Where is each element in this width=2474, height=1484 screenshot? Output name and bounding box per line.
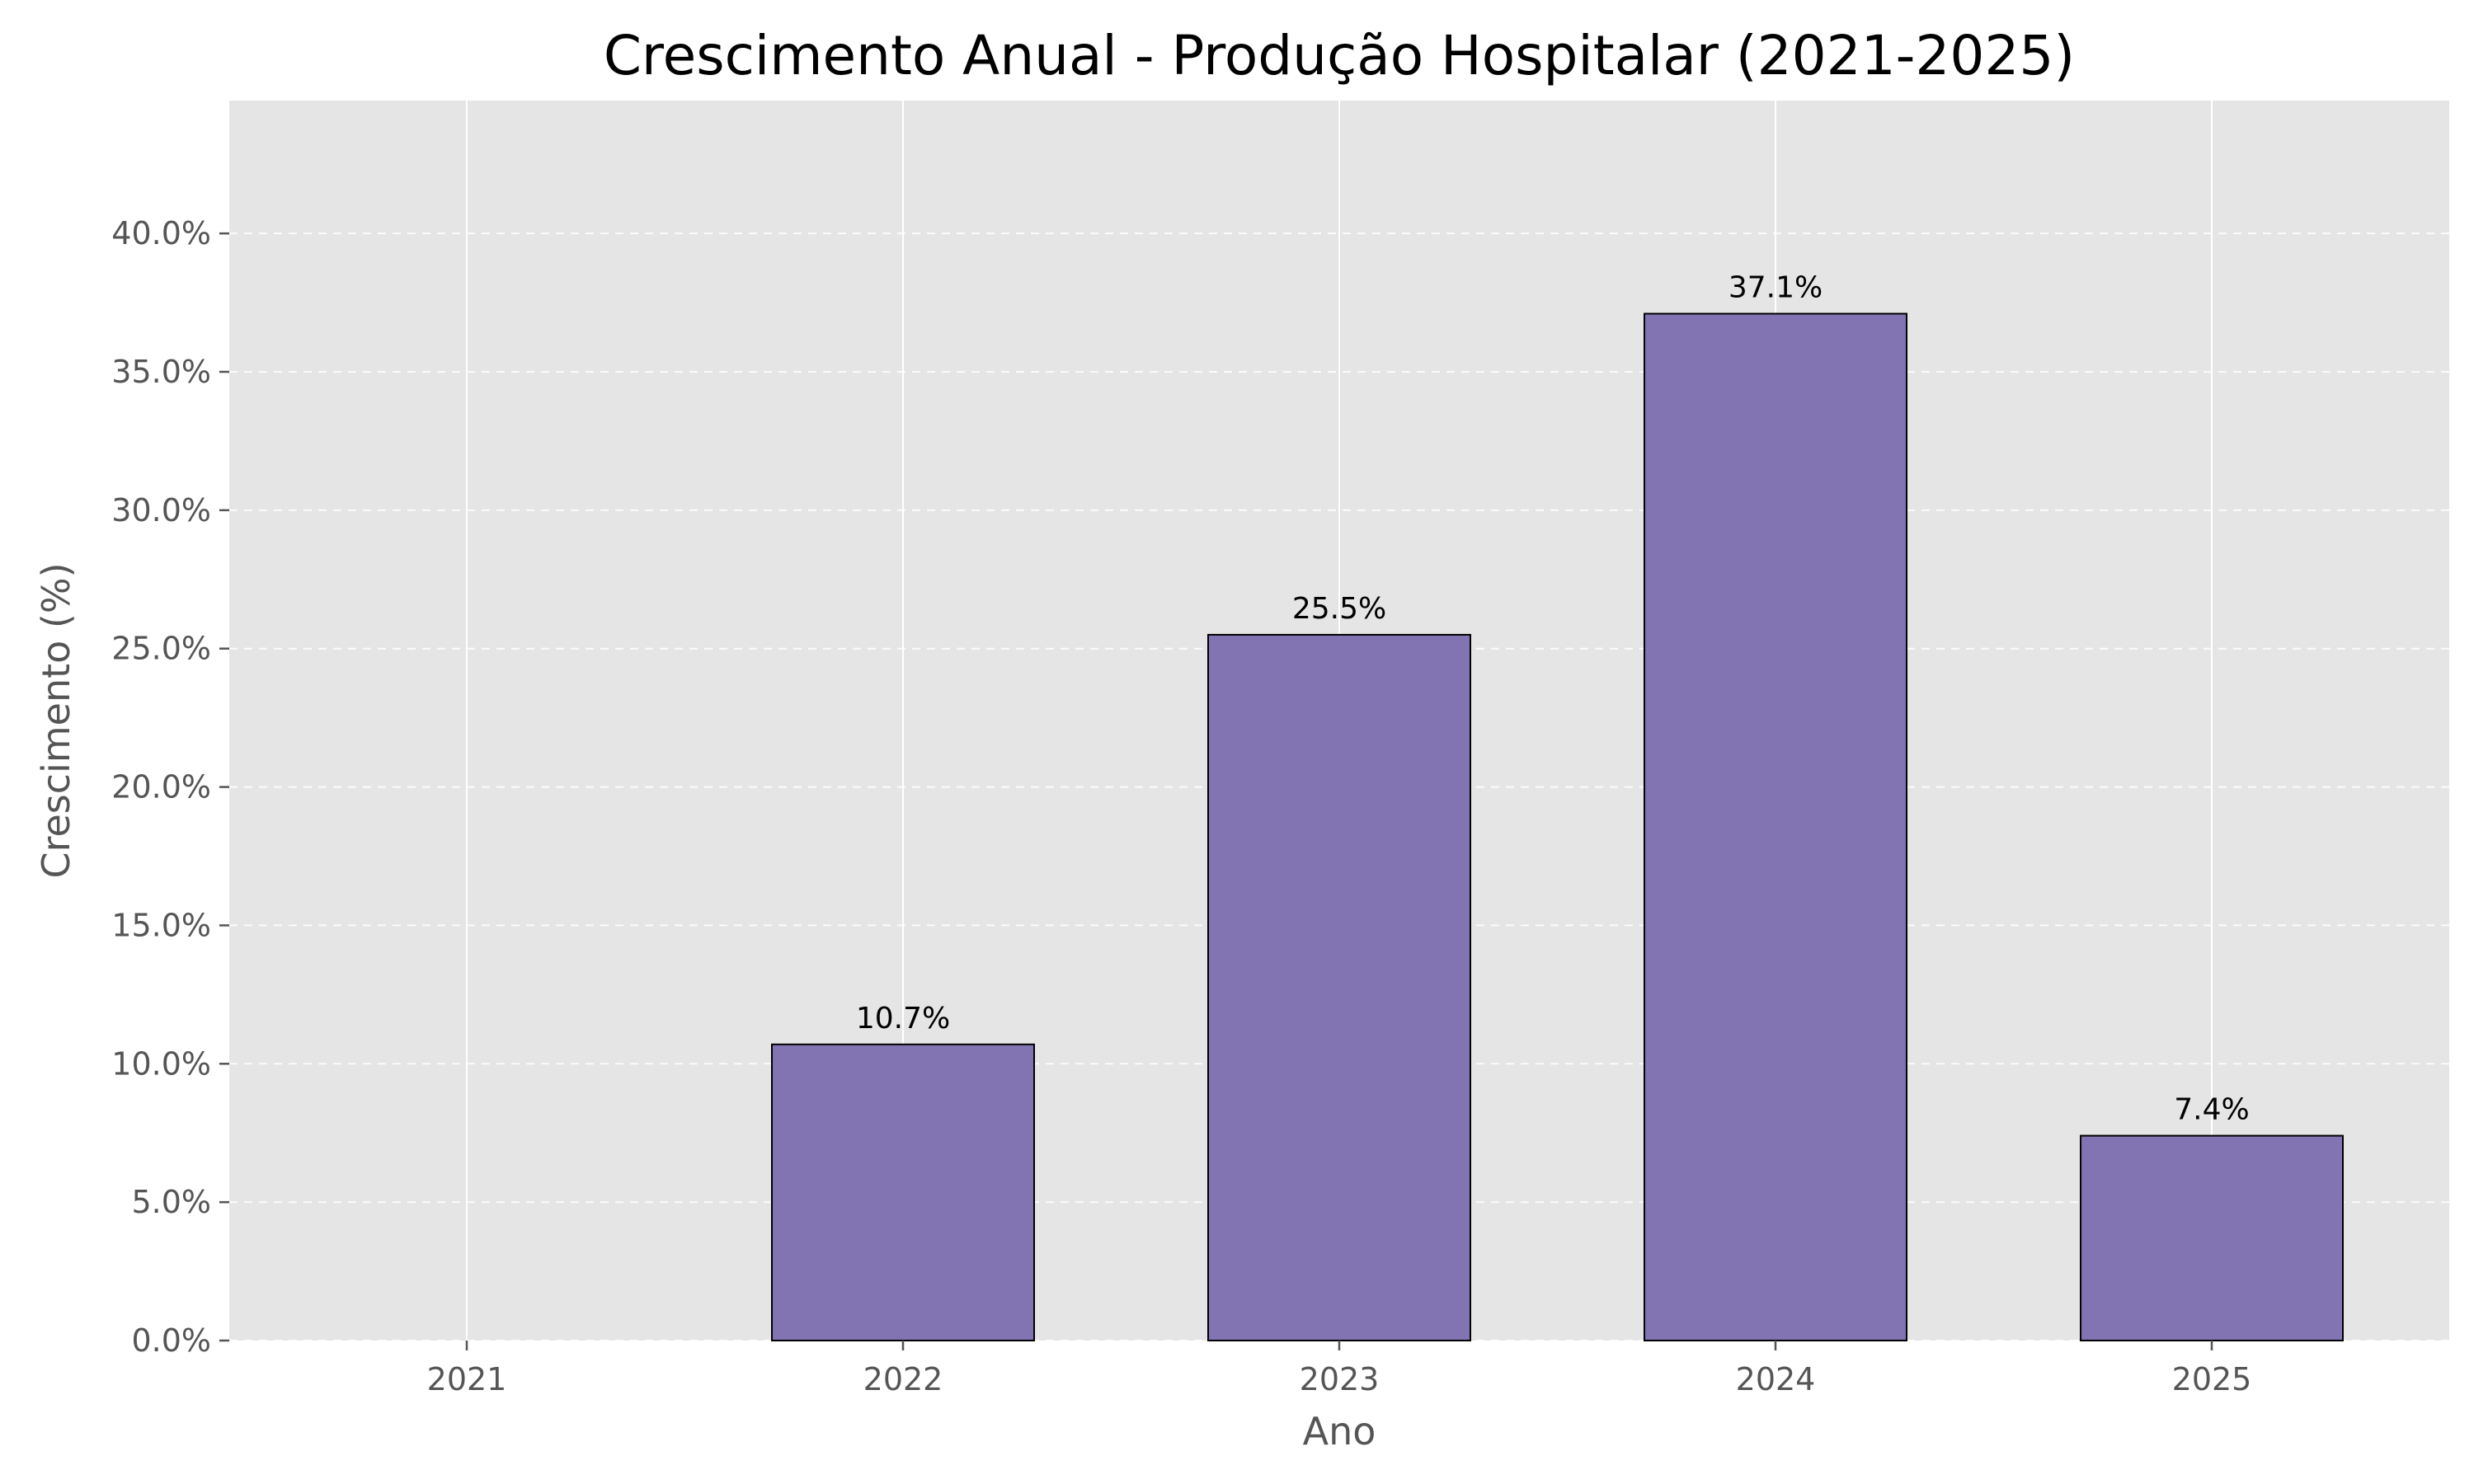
x-tick-label: 2022 <box>863 1361 943 1397</box>
x-tick-label: 2024 <box>1736 1361 1816 1397</box>
data-label: 7.4% <box>2174 1093 2249 1127</box>
data-label: 37.1% <box>1729 271 1823 305</box>
y-axis-ticks: 0.0% 5.0% 10.0% 15.0% 20.0% 25.0% 30.0% 35.0% 40… <box>111 215 229 1359</box>
y-tick-label: 25.0% <box>111 631 211 667</box>
y-tick-label: 40.0% <box>111 215 211 251</box>
y-axis-label: Crescimento (%) <box>34 562 78 878</box>
y-tick-label: 15.0% <box>111 907 211 943</box>
bar <box>1207 633 1471 1341</box>
x-tick-label: 2025 <box>2172 1361 2252 1397</box>
bar <box>1644 312 1907 1341</box>
bar <box>2080 1134 2344 1341</box>
y-tick-label: 0.0% <box>131 1322 211 1359</box>
y-tick-label: 20.0% <box>111 769 211 805</box>
data-label: 10.7% <box>856 1002 950 1036</box>
y-tick-label: 30.0% <box>111 492 211 528</box>
x-axis-label: Ano <box>1303 1409 1376 1453</box>
bar <box>771 1043 1035 1342</box>
y-tick-label: 10.0% <box>111 1045 211 1082</box>
data-label: 25.5% <box>1292 592 1386 626</box>
bars <box>771 312 2344 1342</box>
y-tick-label: 35.0% <box>111 354 211 390</box>
y-tick-label: 5.0% <box>131 1184 211 1220</box>
x-tick-label: 2023 <box>1300 1361 1380 1397</box>
chart-title: Crescimento Anual - Produção Hospitalar … <box>604 24 2075 87</box>
x-axis-ticks: 2021 2022 2023 2024 2025 <box>427 1341 2252 1397</box>
data-labels: 10.7% 25.5% 37.1% 7.4% <box>856 271 2250 1127</box>
x-tick-label: 2021 <box>427 1361 507 1397</box>
